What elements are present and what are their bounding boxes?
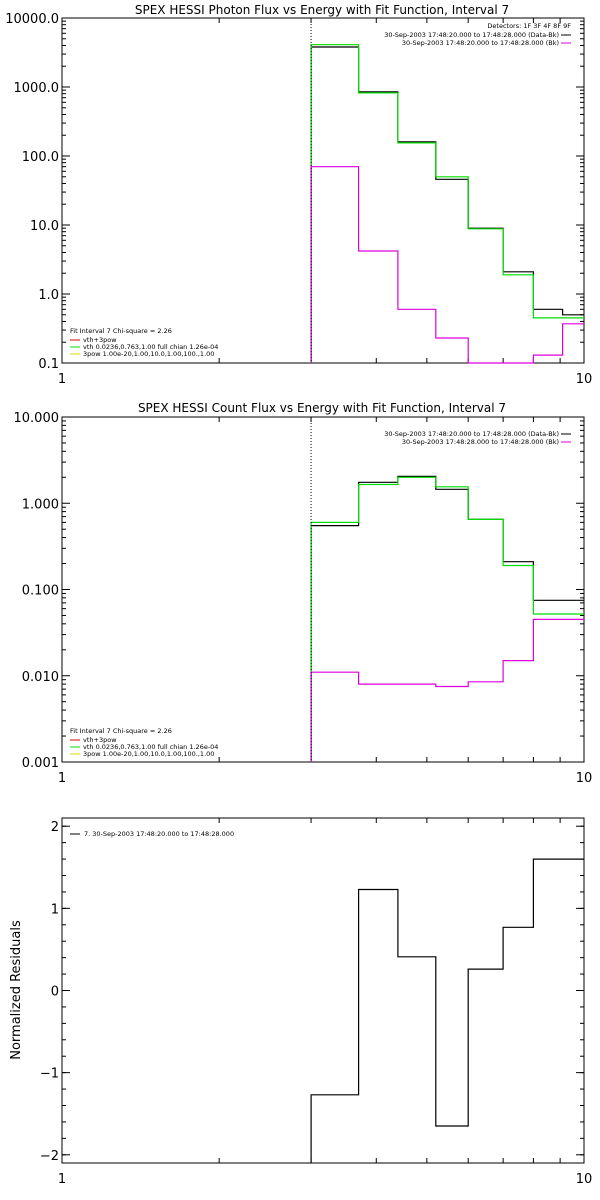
x-tick-label: 1 — [58, 372, 66, 387]
count-flux-series — [310, 417, 584, 762]
count-flux-fit-entry-3: 3pow 1.00e-20,1.00,10.0,1.00,100.,1.00 — [83, 750, 214, 758]
photon-flux-legend-bk: 30-Sep-2003 17:48:20.000 to 17:48:28.000… — [402, 39, 559, 47]
count-flux-fit-entry-1: vth+3pow — [83, 736, 117, 744]
photon-flux-fit-header: Fit Interval 7 Chi-square = 2.26 — [70, 327, 172, 335]
series-line-1 — [310, 858, 584, 1163]
series-line-3 — [310, 618, 584, 762]
y-tick-label: 0.1 — [38, 357, 59, 372]
y-tick-label: 1.000 — [22, 497, 59, 512]
residuals-y-axis-label: Normalized Residuals — [9, 920, 24, 1060]
count-flux-y-ticks: 0.001 0.010 0.100 1.000 10.000 — [14, 411, 584, 771]
residuals-y-ticks: −2 −1 0 1 2 — [40, 820, 584, 1164]
x-tick-label: 1 — [58, 771, 66, 786]
y-tick-label: 2 — [51, 820, 59, 835]
photon-flux-detectors-label: Detectors: 1F 3F 4F 8F 9F — [487, 22, 571, 30]
photon-flux-title: SPEX HESSI Photon Flux vs Energy with Fi… — [135, 3, 509, 17]
x-tick-label: 1 — [58, 1172, 66, 1187]
count-flux-legend-data-bk: 30-Sep-2003 17:48:20.000 to 17:48:28.000… — [384, 430, 559, 438]
y-tick-label: 10.0 — [30, 219, 59, 234]
y-tick-label: 0.100 — [22, 584, 59, 599]
y-tick-label: 0 — [51, 985, 59, 1000]
x-tick-label: 10 — [576, 771, 593, 786]
photon-flux-fit-entry-2: vth 0.0236,0.763,1.00 full chian 1.26e-0… — [83, 343, 218, 351]
y-tick-label: 100.0 — [22, 150, 59, 165]
photon-flux-fit-entry-3: 3pow 1.00e-20,1.00,10.0,1.00,100.,1.00 — [83, 350, 214, 358]
y-tick-label: 10.000 — [14, 411, 60, 426]
count-flux-fit-entry-2: vth 0.0236,0.763,1.00 full chian 1.26e-0… — [83, 743, 218, 751]
residuals-panel: Normalized Residuals −2 −1 0 1 2 1 10 7. 30-S… — [9, 817, 592, 1187]
count-flux-x-ticks: 1 10 — [58, 417, 592, 786]
photon-flux-plot-frame — [61, 17, 585, 364]
series-line-3 — [310, 166, 584, 364]
residuals-series — [310, 858, 584, 1163]
y-tick-label: −2 — [40, 1149, 59, 1164]
residuals-legend-label: 7. 30-Sep-2003 17:48:20.000 to 17:48:28.… — [84, 830, 234, 838]
series-line-2 — [310, 476, 584, 762]
y-tick-label: 1000.0 — [14, 81, 60, 96]
y-tick-label: 0.001 — [22, 756, 59, 771]
count-flux-panel: SPEX HESSI Count Flux vs Energy with Fit… — [14, 401, 593, 786]
y-tick-label: 0.010 — [22, 670, 59, 685]
photon-flux-panel: SPEX HESSI Photon Flux vs Energy with Fi… — [5, 3, 592, 387]
count-flux-plot-frame — [61, 416, 585, 763]
photon-flux-x-ticks: 1 10 — [58, 18, 592, 387]
count-flux-fit-header: Fit Interval 7 Chi-square = 2.26 — [70, 727, 172, 735]
series-line-1 — [310, 46, 584, 363]
y-tick-label: 1 — [51, 902, 59, 917]
photon-flux-fit-entry-1: vth+3pow — [83, 336, 117, 344]
photon-flux-legend-data-bk: 30-Sep-2003 17:48:20.000 to 17:48:28.000… — [384, 31, 559, 39]
y-tick-label: −1 — [40, 1067, 59, 1082]
photon-flux-series — [310, 18, 584, 364]
series-line-2 — [310, 44, 584, 363]
x-tick-label: 10 — [576, 372, 593, 387]
count-flux-title: SPEX HESSI Count Flux vs Energy with Fit… — [138, 401, 506, 415]
count-flux-legend-bk: 30-Sep-2003 17:48:28.000 to 17:48:28.000… — [402, 438, 559, 446]
residuals-x-ticks: 1 10 — [58, 818, 592, 1187]
photon-flux-y-ticks: 0.1 1.0 10.0 100.0 1000.0 10000.0 — [5, 12, 584, 372]
x-tick-label: 10 — [576, 1172, 593, 1187]
y-tick-label: 10000.0 — [5, 12, 59, 27]
residuals-plot-frame — [61, 817, 585, 1164]
y-tick-label: 1.0 — [38, 288, 59, 303]
